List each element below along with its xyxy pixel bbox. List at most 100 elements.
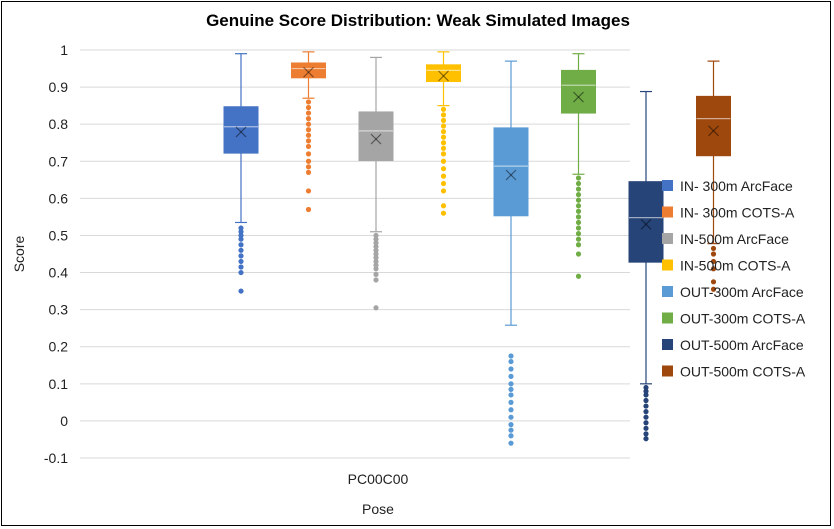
legend-label: OUT-500m COTS-A xyxy=(680,364,806,380)
outlier-point xyxy=(508,407,514,413)
mean-marker xyxy=(370,133,382,145)
legend-item: IN-500m COTS-A xyxy=(662,258,791,274)
outlier-point xyxy=(643,403,649,409)
outlier-point xyxy=(575,180,582,187)
outlier-point xyxy=(643,425,649,431)
legend-item: OUT-500m ArcFace xyxy=(662,337,804,353)
outlier-point xyxy=(575,236,582,242)
outlier-point xyxy=(238,236,244,242)
outlier-point xyxy=(238,258,244,265)
y-axis-ticks: -0.1 0 0.1 0.2 0.3 0.4 0.5 0.6 0.7 0.8 0.9 1 xyxy=(44,42,68,466)
legend-label: OUT-500m ArcFace xyxy=(680,337,804,353)
outlier-point xyxy=(643,436,649,442)
outlier-point xyxy=(373,277,379,283)
mean-marker xyxy=(640,218,652,230)
outlier-point xyxy=(575,219,582,226)
mean-marker xyxy=(708,125,719,137)
outlier-point xyxy=(575,251,582,257)
box-series xyxy=(291,51,326,213)
outlier-point xyxy=(305,121,312,127)
outlier-point xyxy=(643,388,649,394)
outlier-point xyxy=(575,231,582,237)
box xyxy=(628,181,664,263)
legend-swatch xyxy=(662,365,673,377)
outlier-point xyxy=(305,132,312,138)
outlier-point xyxy=(508,353,514,359)
box-series xyxy=(223,53,259,294)
box-series xyxy=(561,53,596,279)
mean-marker xyxy=(573,91,584,103)
outlier-point xyxy=(440,188,447,194)
legend-swatch xyxy=(662,233,673,244)
outlier-point xyxy=(575,214,582,220)
y-tick-label: 0.9 xyxy=(49,79,69,95)
y-tick-label: 0.7 xyxy=(49,153,69,169)
box-series xyxy=(358,56,394,311)
x-axis-label: Pose xyxy=(362,501,394,517)
outlier-point xyxy=(508,386,514,392)
box-plots xyxy=(223,51,731,446)
outlier-point xyxy=(710,266,717,272)
box-series xyxy=(426,51,461,216)
legend-item: IN-500m ArcFace xyxy=(662,231,789,247)
y-tick-label: 0.2 xyxy=(49,339,69,355)
legend-label: OUT-300m COTS-A xyxy=(680,311,806,327)
y-tick-label: 0.5 xyxy=(49,227,69,243)
mean-marker xyxy=(573,91,584,103)
outlier-point xyxy=(373,251,379,257)
outlier-point xyxy=(508,427,514,433)
outlier-point xyxy=(575,273,582,279)
mean-marker xyxy=(505,169,517,181)
outlier-point xyxy=(440,151,447,157)
x-category-label: PC00C00 xyxy=(348,471,409,487)
outlier-point xyxy=(373,305,379,311)
outlier-point xyxy=(643,420,649,426)
outlier-point xyxy=(440,123,447,129)
outlier-point xyxy=(575,203,582,209)
outlier-point xyxy=(305,104,312,111)
outlier-point xyxy=(575,175,582,181)
legend-label: IN-500m COTS-A xyxy=(680,258,791,274)
y-tick-label: 0.3 xyxy=(49,302,69,318)
outlier-point xyxy=(440,117,447,124)
mean-marker xyxy=(438,70,449,82)
legend: IN- 300m ArcFace IN- 300m COTS-A IN-500m A… xyxy=(662,178,806,380)
outlier-point xyxy=(238,288,244,294)
outlier-point xyxy=(373,247,379,253)
mean-marker xyxy=(640,218,652,230)
outlier-point xyxy=(440,180,447,187)
mean-marker xyxy=(235,126,247,138)
outlier-point xyxy=(238,225,244,231)
outlier-point xyxy=(305,116,312,122)
outlier-point xyxy=(575,192,582,198)
outlier-point xyxy=(710,251,717,257)
legend-swatch xyxy=(662,312,673,324)
legend-swatch xyxy=(662,180,673,191)
outlier-point xyxy=(643,431,649,437)
y-tick-label: 0.6 xyxy=(49,190,69,206)
mean-marker xyxy=(235,126,247,138)
outlier-point xyxy=(373,243,379,250)
outlier-point xyxy=(508,373,514,379)
outlier-point xyxy=(710,279,717,285)
mean-marker xyxy=(303,66,314,78)
box xyxy=(696,95,731,157)
outlier-point xyxy=(440,145,447,151)
outlier-point xyxy=(440,210,447,216)
outlier-point xyxy=(643,409,649,415)
outlier-point xyxy=(575,197,582,203)
outlier-point xyxy=(575,225,582,231)
outlier-point xyxy=(305,188,312,194)
outlier-point xyxy=(508,422,514,428)
outlier-point xyxy=(508,381,514,387)
outlier-point xyxy=(440,158,447,164)
outlier-point xyxy=(508,392,514,398)
outlier-point xyxy=(238,264,244,270)
outlier-point xyxy=(238,247,244,253)
outlier-point xyxy=(305,151,312,157)
outlier-point xyxy=(238,232,244,239)
gridlines xyxy=(80,49,630,459)
y-tick-label: 0.1 xyxy=(49,376,69,392)
outlier-point xyxy=(440,140,447,146)
